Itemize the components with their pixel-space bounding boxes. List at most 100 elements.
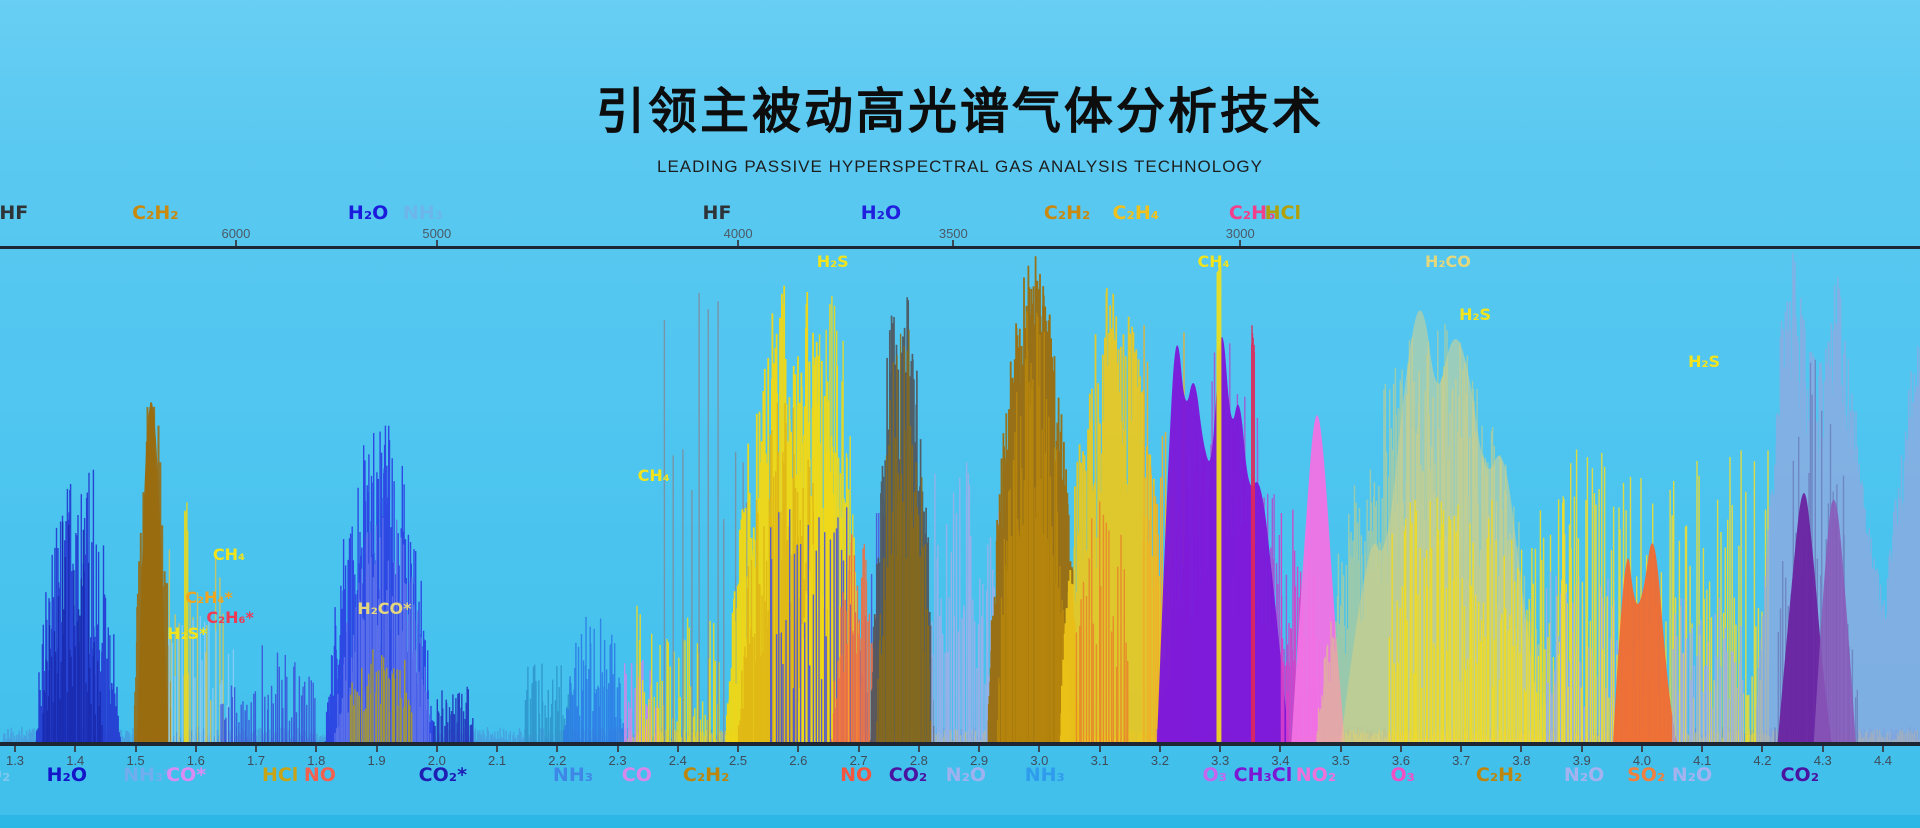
gas-label-top: C₂H₂: [132, 202, 179, 224]
bottom-axis-tick-mark: [496, 746, 499, 752]
gas-label-bottom: HCl: [261, 764, 299, 786]
bottom-axis-tick-label: 3.4: [1271, 753, 1290, 768]
bottom-axis-tick-mark: [1460, 746, 1463, 752]
spectral-band-orange-lines: [1075, 501, 1129, 744]
page-title: 引领主被动高光谱气体分析技术: [595, 83, 1324, 140]
gas-label-bottom: NH₃*: [123, 764, 174, 786]
spectral-band-H₂O: [42, 522, 103, 744]
top-axis-tick-mark: [1239, 240, 1242, 246]
gas-label-bottom: SO₂: [1627, 764, 1666, 786]
gas-label-bottom: NO: [840, 764, 873, 786]
gas-label-bottom: O₃: [1390, 764, 1415, 786]
chart-annotation: H₂S: [1688, 352, 1720, 371]
spectral-band-CH₄: [1216, 265, 1222, 744]
bottom-axis-tick-mark: [1399, 746, 1402, 752]
bottom-axis-tick-label: 4.1: [1693, 753, 1712, 768]
spectral-blob-C₂H₂: [137, 402, 169, 744]
top-axis-tick-mark: [234, 240, 237, 246]
chart-annotation: H₂CO*: [357, 599, 412, 618]
bottom-axis-tick-label: 4.3: [1813, 753, 1832, 768]
bottom-axis-tick-label: 2.2: [548, 753, 567, 768]
chart-annotation: H₂CO: [1425, 252, 1471, 271]
bottom-axis-tick-mark: [978, 746, 981, 752]
spectral-blob-CO₂: [1813, 499, 1856, 744]
bottom-axis-tick-label: 2.6: [789, 753, 808, 768]
spectral-band-C₂H₂: [636, 605, 720, 744]
bottom-axis-tick-mark: [1821, 746, 1824, 752]
bottom-axis-tick-mark: [435, 746, 438, 752]
bottom-axis-tick-mark: [1701, 746, 1704, 752]
bottom-axis-tick-label: 3.6: [1391, 753, 1410, 768]
bottom-axis-tick-label: 4.4: [1873, 753, 1893, 768]
bottom-axis-tick-mark: [1580, 746, 1583, 752]
bottom-axis-tick-label: 3.8: [1512, 753, 1531, 768]
bottom-axis-tick-label: 2.5: [729, 753, 748, 768]
chart-annotation: C₂H₄*: [185, 588, 233, 607]
gas-label-bottom: CO₂: [1780, 764, 1820, 786]
bottom-axis-tick-label: 1.8: [307, 753, 326, 768]
spectral-band-CO₂: [433, 686, 474, 744]
gas-label-top: HF: [0, 202, 29, 224]
gas-label-top: C₂H₂: [1043, 202, 1091, 224]
bottom-axis-tick-label: 3.2: [1150, 753, 1169, 768]
spectral-band-H₂CO: [334, 517, 432, 744]
top-axis-tick-label: 6000: [221, 226, 251, 241]
chart-annotation: H₂S: [1459, 305, 1492, 324]
gas-label-bottom: CO₂*: [418, 764, 468, 786]
chart-annotation: H₂S*: [167, 624, 208, 643]
bottom-axis-tick-label: 3.3: [1211, 753, 1230, 768]
bottom-axis-tick-label: 2.1: [488, 753, 507, 768]
spectral-band-blue-sparse: [261, 645, 316, 744]
bottom-axis-tick-mark: [1339, 746, 1342, 752]
gas-label-top: HCl: [1264, 202, 1302, 224]
bottom-axis-tick-label: 1.4: [66, 753, 85, 768]
gas-label-bottom: N₂O: [1671, 764, 1713, 786]
bottom-axis-tick-mark: [1219, 746, 1222, 752]
top-axis-tick-mark: [952, 240, 955, 246]
gas-label-bottom: CO: [621, 764, 652, 786]
bottom-axis-tick-mark: [556, 746, 559, 752]
gas-label-bottom: N₂O: [1563, 764, 1605, 786]
bottom-axis-tick-mark: [375, 746, 378, 752]
chart-annotation: CH₄: [637, 466, 670, 485]
gas-label-bottom: O₂: [0, 764, 11, 786]
gas-label-bottom: H₂O: [46, 764, 87, 786]
gas-label-top: NH₃: [402, 202, 443, 224]
gas-label-top: H₂O: [860, 202, 902, 224]
gas-label-bottom: CO*: [166, 764, 207, 786]
bottom-axis-tick-mark: [74, 746, 77, 752]
bottom-axis-tick-mark: [1640, 746, 1643, 752]
top-axis-tick-label: 3500: [938, 226, 968, 241]
bottom-axis-tick-label: 1.5: [126, 753, 145, 768]
bottom-axis-tick-label: 2.0: [427, 753, 446, 768]
chart-annotation: CH₄: [1197, 252, 1230, 271]
bottom-axis-tick-label: 4.2: [1753, 753, 1772, 768]
bottom-axis-tick-mark: [14, 746, 16, 752]
bottom-axis-tick-mark: [917, 746, 920, 752]
bottom-axis-tick-mark: [255, 746, 258, 752]
bottom-axis-tick-label: 3.9: [1572, 753, 1591, 768]
gas-label-bottom: CH₃Cl: [1233, 764, 1293, 786]
chart-annotation: H₂S: [816, 252, 849, 271]
gas-label-bottom: N₂O: [945, 764, 987, 786]
bottom-axis-tick-label: 1.3: [5, 753, 25, 768]
bottom-axis-tick-mark: [1761, 746, 1764, 752]
top-axis-line: [0, 246, 1920, 249]
bottom-axis-tick-mark: [1881, 746, 1884, 752]
gas-label-top: HF: [702, 202, 732, 224]
spectral-band-N₂O: [1672, 598, 1744, 744]
top-axis-tick-mark: [737, 240, 740, 246]
bottom-axis-tick-label: 1.9: [367, 753, 386, 768]
footer-strip: [0, 815, 1920, 828]
spectral-band-crimson-line: [1251, 325, 1255, 744]
spectral-band-CO₂: [876, 329, 932, 744]
top-axis-tick-label: 5000: [422, 226, 452, 241]
bottom-axis-tick-label: 2.3: [608, 753, 627, 768]
bottom-axis-tick-label: 3.0: [1030, 753, 1049, 768]
bottom-axis-tick-label: 3.5: [1331, 753, 1350, 768]
gas-label-bottom: O₃: [1202, 764, 1227, 786]
bottom-axis-tick-label: 2.8: [909, 753, 928, 768]
spectral-band-olive-under: [349, 649, 413, 744]
